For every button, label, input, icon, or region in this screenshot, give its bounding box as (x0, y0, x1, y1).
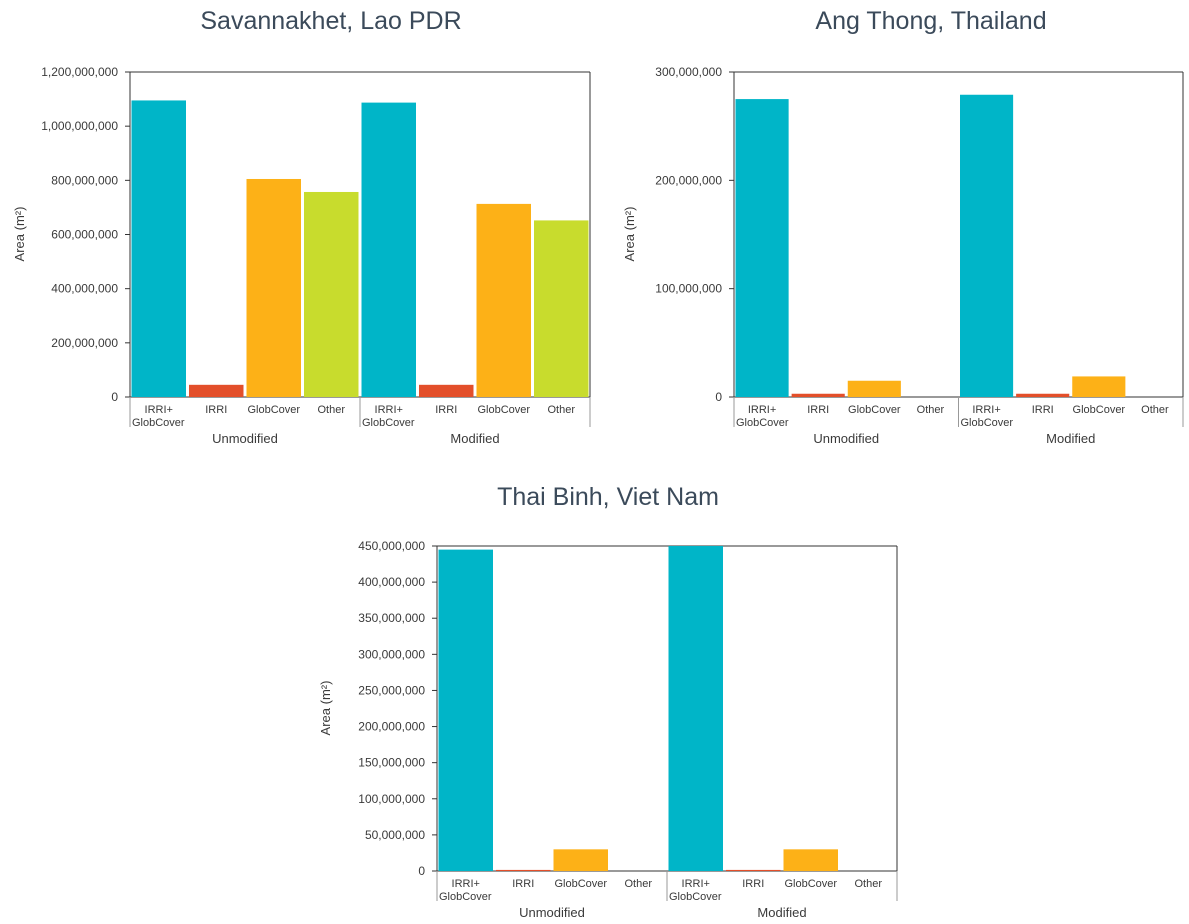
bar-modified-irri-globcover (668, 546, 723, 871)
category-label: IRRI (1032, 404, 1054, 416)
category-label: IRRI (512, 878, 534, 890)
category-label: GlobCover (477, 404, 530, 416)
group-label: Unmodified (813, 431, 879, 446)
y-tick-label: 600,000,000 (51, 228, 118, 242)
chart-title: Thai Binh, Viet Nam (497, 483, 719, 511)
y-tick-label: 400,000,000 (358, 575, 425, 589)
bar-unmodified-globcover (246, 178, 301, 397)
bar-unmodified-globcover (553, 849, 608, 871)
y-tick-label: 450,000,000 (358, 539, 425, 553)
y-axis-label: Area (m²) (622, 207, 637, 262)
category-label: GlobCover (848, 404, 901, 416)
bar-modified-irri-globcover (361, 102, 416, 398)
y-tick-label: 100,000,000 (655, 282, 722, 296)
group-label: Unmodified (212, 431, 278, 446)
bar-modified-irri (726, 869, 781, 871)
bar-modified-globcover (783, 849, 838, 871)
y-tick-label: 200,000,000 (51, 336, 118, 350)
bar-unmodified-irri-globcover (438, 549, 493, 871)
category-label: GlobCover (554, 878, 607, 890)
y-tick-label: 100,000,000 (358, 792, 425, 806)
bar-modified-irri (1016, 393, 1070, 397)
category-label: Other (1141, 404, 1169, 416)
y-tick-label: 0 (111, 390, 118, 404)
category-label: Other (917, 404, 945, 416)
category-label: GlobCover (362, 417, 415, 429)
bar-unmodified-irri (496, 869, 551, 871)
group-label: Modified (1046, 431, 1095, 446)
y-tick-label: 0 (418, 864, 425, 878)
category-label: GlobCover (132, 417, 185, 429)
y-tick-label: 1,200,000,000 (41, 65, 118, 79)
group-label: Modified (450, 431, 499, 446)
y-axis-label: Area (m²) (318, 681, 333, 736)
bar-modified-globcover (476, 203, 531, 397)
y-tick-label: 300,000,000 (655, 65, 722, 79)
category-label: IRRI (435, 404, 457, 416)
y-tick-label: 800,000,000 (51, 173, 118, 187)
category-label: IRRI (807, 404, 829, 416)
chart-1: Savannakhet, Lao PDR 0 200,000,000 400,000,… (12, 7, 591, 446)
y-tick-label: 350,000,000 (358, 611, 425, 625)
category-label: IRRI (205, 404, 227, 416)
bar-unmodified-irri (791, 393, 845, 397)
chart-2: Ang Thong, Thailand 0 100,000,000 200,000,0… (622, 7, 1184, 446)
group-label: Modified (757, 905, 806, 920)
bar-unmodified-irri-globcover (131, 100, 186, 397)
category-label: GlobCover (961, 417, 1014, 429)
category-label: GlobCover (669, 891, 722, 903)
category-label: GlobCover (784, 878, 837, 890)
category-label: IRRI+ (972, 404, 1000, 416)
bar-unmodified-globcover (847, 380, 901, 397)
category-label: IRRI+ (145, 404, 173, 416)
y-tick-label: 400,000,000 (51, 282, 118, 296)
y-tick-label: 250,000,000 (358, 683, 425, 697)
category-label: Other (317, 404, 345, 416)
category-label: GlobCover (736, 417, 789, 429)
category-label: IRRI+ (452, 878, 480, 890)
y-tick-label: 200,000,000 (655, 173, 722, 187)
y-tick-label: 50,000,000 (365, 828, 425, 842)
y-tick-label: 150,000,000 (358, 756, 425, 770)
y-tick-label: 0 (715, 390, 722, 404)
category-label: IRRI (742, 878, 764, 890)
category-label: Other (547, 404, 575, 416)
category-label: Other (624, 878, 652, 890)
chart-title: Savannakhet, Lao PDR (200, 7, 461, 35)
category-label: IRRI+ (748, 404, 776, 416)
category-label: GlobCover (1073, 404, 1126, 416)
bar-unmodified-irri (189, 384, 244, 397)
bar-modified-globcover (1072, 376, 1126, 397)
category-label: GlobCover (439, 891, 492, 903)
bar-unmodified-other (304, 191, 359, 397)
y-tick-label: 200,000,000 (358, 720, 425, 734)
bar-modified-other (534, 220, 589, 397)
bar-modified-irri (419, 384, 474, 397)
category-label: IRRI+ (682, 878, 710, 890)
chart-title: Ang Thong, Thailand (815, 7, 1046, 35)
y-tick-label: 300,000,000 (358, 647, 425, 661)
y-axis-label: Area (m²) (12, 207, 27, 262)
category-label: GlobCover (247, 404, 300, 416)
category-label: Other (854, 878, 882, 890)
category-label: IRRI+ (375, 404, 403, 416)
group-label: Unmodified (519, 905, 585, 920)
y-tick-label: 1,000,000,000 (41, 119, 118, 133)
chart-3: Thai Binh, Viet Nam 0 50,000,000 100,000,00… (318, 483, 898, 920)
bar-unmodified-irri-globcover (735, 99, 789, 397)
bar-modified-irri-globcover (960, 94, 1014, 397)
